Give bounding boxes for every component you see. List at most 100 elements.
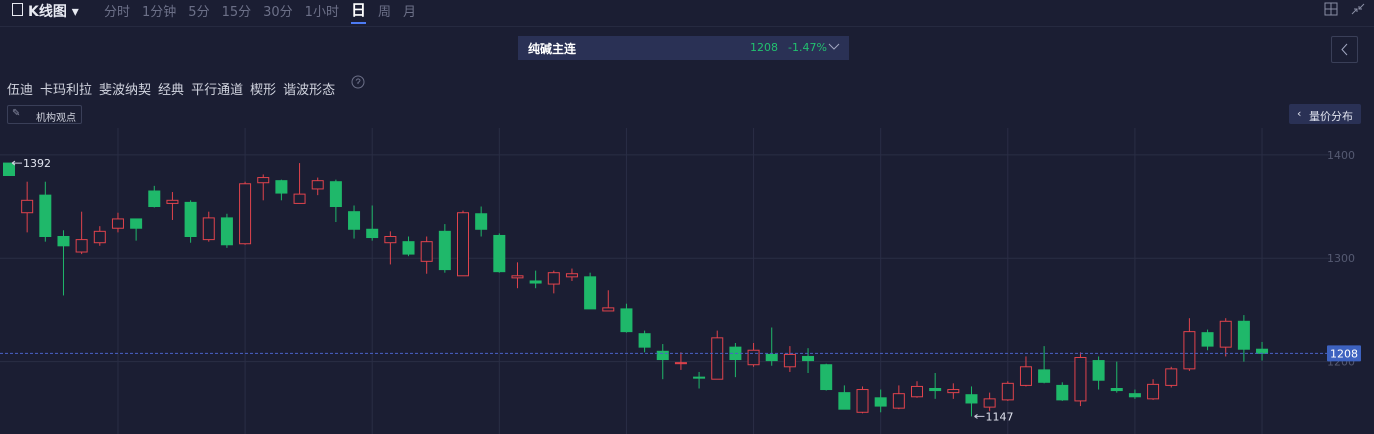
candle-body (21, 199, 34, 214)
candle-body (275, 180, 288, 194)
candle-body (1165, 368, 1178, 386)
candle-body (783, 353, 796, 368)
candle-body (402, 241, 415, 255)
candle-body (565, 273, 578, 278)
candle-body (366, 228, 379, 239)
period[interactable]: 5分 (188, 5, 210, 20)
period[interactable]: 周 (377, 5, 391, 20)
chart-type[interactable]: K线图 ▾ (28, 4, 79, 20)
candle-body (874, 397, 887, 407)
candle-body (1038, 369, 1051, 383)
period[interactable]: 15分 (221, 5, 252, 20)
candle-body (638, 333, 651, 348)
period[interactable]: 30分 (263, 5, 293, 20)
candle-body (1183, 331, 1196, 370)
candle-body (1110, 388, 1123, 392)
candle-body (674, 362, 687, 365)
change: -1.47% (788, 41, 827, 54)
tool[interactable]: 斐波纳契 (99, 83, 152, 98)
candle-body (39, 194, 52, 238)
candle-body (1128, 393, 1141, 398)
price: 1208 (750, 41, 778, 54)
candle-body (384, 236, 397, 244)
candle-body (911, 385, 923, 398)
candle-body (802, 355, 815, 362)
chart-icon (12, 3, 23, 16)
candle-body (1074, 356, 1087, 402)
candle-body (239, 183, 252, 245)
y-tick-label: 1300 (1327, 252, 1355, 265)
period[interactable]: 1小时 (304, 5, 339, 20)
candle-body (656, 350, 669, 361)
min-label: 1147 (985, 410, 1013, 423)
candle-body (765, 353, 778, 362)
candle-body (584, 276, 597, 310)
candle-body (1092, 360, 1105, 381)
annotation-arrow (974, 414, 985, 419)
views-button[interactable]: ✎ 机构观点 (7, 105, 82, 124)
window-icons[interactable] (1322, 1, 1370, 17)
tool[interactable]: 经典 (158, 83, 185, 98)
candle-body (202, 217, 215, 241)
candle-body (529, 280, 542, 284)
candle-body (148, 190, 161, 208)
candle-body (348, 211, 361, 230)
candle-body (457, 212, 469, 277)
period[interactable]: 月 (402, 5, 416, 20)
tool[interactable]: 卡玛利拉 (40, 83, 93, 98)
candle-body (57, 236, 70, 247)
back-arrow: ‹ (1297, 107, 1302, 120)
candle-body (838, 392, 851, 410)
candle-body (547, 272, 560, 285)
tool[interactable]: 伍迪 (7, 83, 34, 98)
volume-profile-label: 量价分布 (1309, 110, 1353, 123)
symbol: 纯碱主连 (528, 42, 577, 56)
candle-body (93, 230, 106, 244)
candle-body (1237, 320, 1250, 350)
price-tag: 1208 (1330, 347, 1358, 360)
candle-body (1256, 348, 1269, 354)
candle-body (75, 239, 88, 253)
candle-body (983, 398, 996, 408)
candle-body (184, 201, 197, 238)
candle-body (965, 394, 978, 404)
collapse-button[interactable] (1331, 36, 1358, 63)
candle-body (130, 218, 143, 229)
candle-body (711, 337, 724, 380)
drawing-tools: 伍迪 卡玛利拉 斐波纳契 经典 平行通道 楔形 谐波形态 (7, 75, 366, 98)
candle-body (111, 218, 124, 229)
quote-box[interactable]: 纯碱主连 1208 -1.47% (518, 36, 849, 60)
help-icon[interactable] (350, 74, 366, 90)
tool[interactable]: 平行通道 (191, 83, 244, 98)
chevron (828, 43, 840, 50)
candle-body (1056, 384, 1069, 401)
period-active[interactable]: 日 (350, 0, 366, 24)
period[interactable]: 1分钟 (142, 5, 177, 20)
candle-body (620, 308, 633, 333)
tool[interactable]: 楔形 (250, 83, 277, 98)
volume-profile-button[interactable]: ‹ 量价分布 (1289, 104, 1361, 124)
candle-body (693, 376, 706, 379)
candle-body (3, 162, 15, 176)
candle-body (892, 393, 905, 409)
toolbar: K线图 ▾ 分时 1分钟 5分 15分 30分 1小时 日 周 月 (0, 0, 1374, 27)
candle-body (1001, 382, 1014, 401)
views-icon: ✎ (12, 108, 21, 119)
candle-body (311, 180, 324, 190)
tool[interactable]: 谐波形态 (283, 83, 336, 98)
candle-body (602, 307, 615, 312)
candle-body (511, 275, 524, 279)
views-label: 机构观点 (36, 113, 76, 124)
price-tag-bg (1327, 345, 1361, 362)
annotation-arrow (11, 160, 22, 166)
candle-body (820, 364, 833, 391)
candle-body (1219, 320, 1232, 348)
candle-body (438, 230, 451, 271)
period[interactable]: 分时 (104, 5, 131, 20)
chart-type-label: K线图 (28, 4, 67, 20)
candle-body (257, 177, 270, 184)
candle-body (947, 389, 960, 394)
candle-body (1201, 332, 1214, 347)
